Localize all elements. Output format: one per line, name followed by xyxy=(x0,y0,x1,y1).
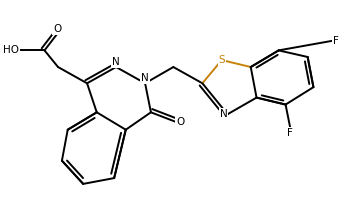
Text: F: F xyxy=(333,36,339,46)
Text: S: S xyxy=(219,55,225,65)
Text: F: F xyxy=(287,128,293,138)
Text: HO: HO xyxy=(3,45,19,55)
Text: O: O xyxy=(53,24,61,34)
Text: N: N xyxy=(112,57,120,67)
Text: N: N xyxy=(141,73,149,83)
Text: O: O xyxy=(176,117,184,127)
Text: N: N xyxy=(220,109,227,119)
